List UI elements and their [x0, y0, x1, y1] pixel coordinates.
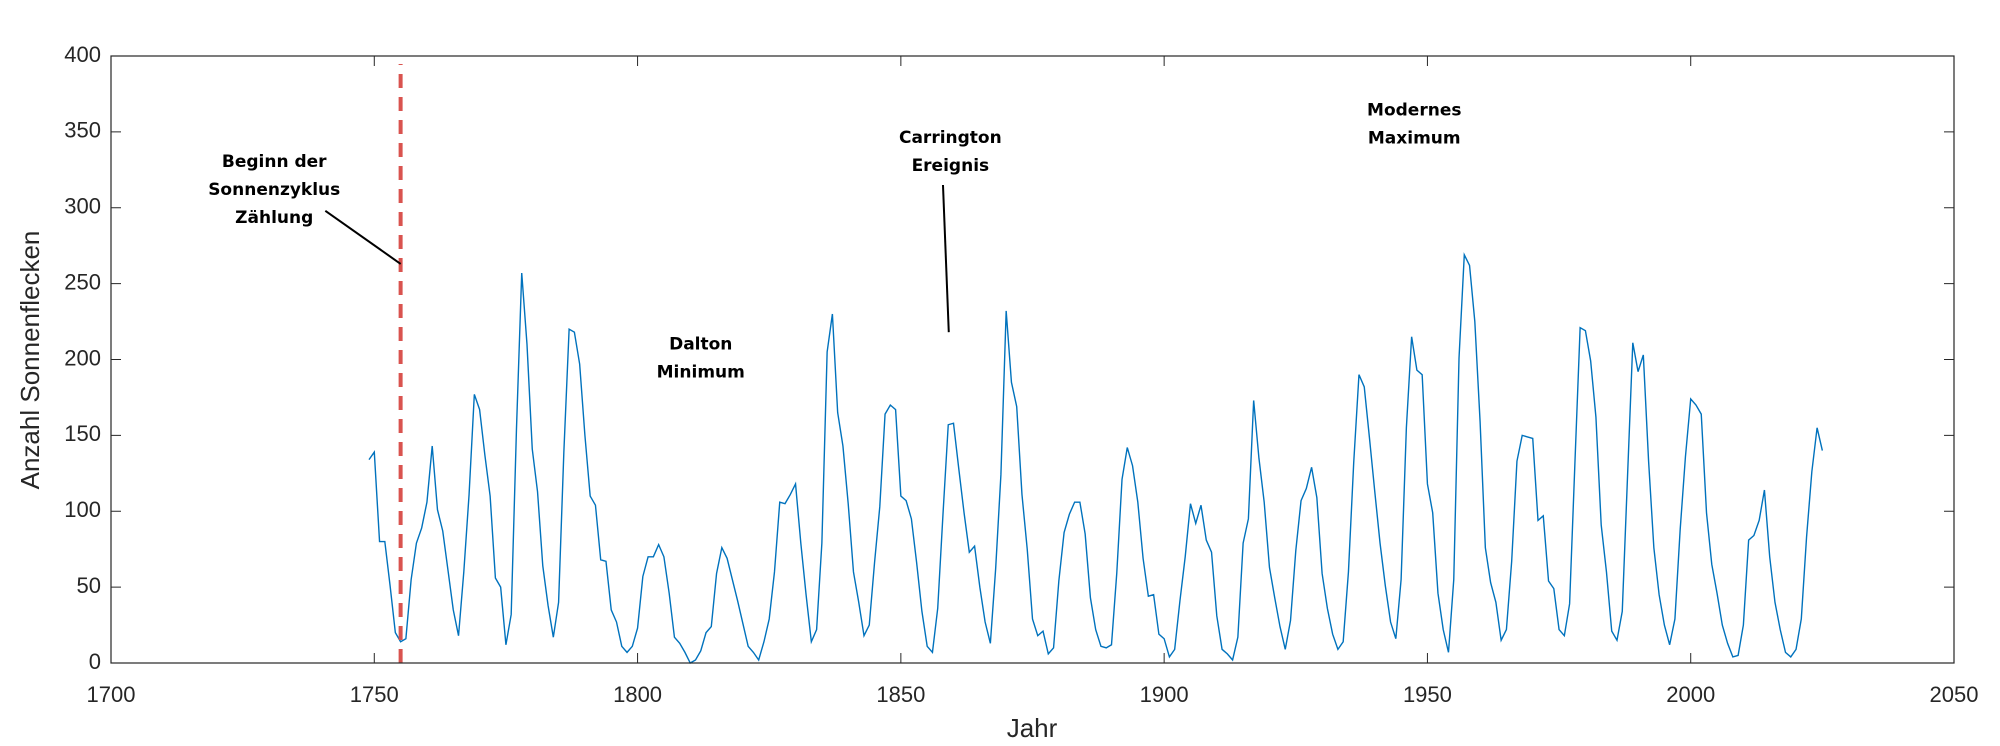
x-tick-label: 1850 [876, 682, 925, 707]
x-axis-label: Jahr [1007, 713, 1058, 743]
annotation: Zählung [235, 208, 313, 228]
y-tick-label: 250 [64, 269, 101, 294]
annotation: Ereignis [912, 156, 990, 176]
x-tick-label: 1900 [1140, 682, 1189, 707]
x-tick-label: 2050 [1930, 682, 1979, 707]
annotation-pointer [941, 184, 950, 333]
x-tick-label: 1800 [613, 682, 662, 707]
annotation: Carrington [899, 128, 1002, 148]
annotation: Dalton [669, 334, 732, 354]
annotation: Modernes [1367, 101, 1461, 121]
x-tick-label: 2000 [1666, 682, 1715, 707]
y-tick-label: 350 [64, 118, 101, 143]
y-tick-label: 0 [89, 649, 101, 674]
y-tick-label: 50 [77, 573, 101, 598]
x-tick-label: 1700 [87, 682, 136, 707]
annotation: Minimum [657, 362, 745, 382]
y-tick-label: 100 [64, 497, 101, 522]
annotation: Maximum [1368, 129, 1461, 149]
y-tick-label: 150 [64, 421, 101, 446]
annotation: Sonnenzyklus [208, 180, 340, 200]
x-tick-label: 1750 [350, 682, 399, 707]
y-tick-label: 300 [64, 194, 101, 219]
y-tick-label: 400 [64, 42, 101, 67]
y-axis-label: Anzahl Sonnenflecken [15, 231, 45, 490]
data-line [368, 252, 1824, 664]
annotation-pointer [324, 209, 402, 265]
y-tick-label: 200 [64, 345, 101, 370]
annotation: Beginn der [222, 152, 327, 172]
x-tick-label: 1950 [1403, 682, 1452, 707]
